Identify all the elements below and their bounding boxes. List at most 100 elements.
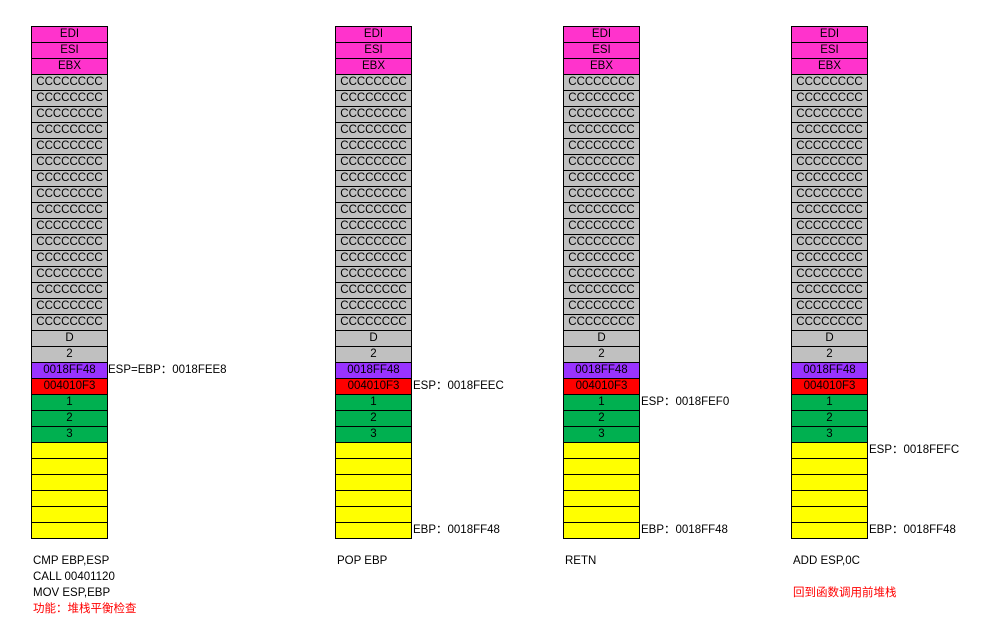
- stack-cell-local: CCCCCCCC: [792, 75, 867, 91]
- stack-cell-local: CCCCCCCC: [32, 187, 107, 203]
- stack-cell-empty: [32, 491, 107, 507]
- stack-cell-empty: [564, 491, 639, 507]
- stack-cell-local: CCCCCCCC: [792, 171, 867, 187]
- stack-cell-local: CCCCCCCC: [32, 267, 107, 283]
- stack-column: EDI ESI EBX CCCCCCCC CCCCCCCC CCCCCCCC CCCCCCC…: [31, 26, 108, 539]
- stack-cell-old-ebp: 0018FF48: [564, 363, 639, 379]
- stack-cell-old-ebp: 0018FF48: [336, 363, 411, 379]
- stack-cell-local: CCCCCCCC: [336, 203, 411, 219]
- stack-cell-edi: EDI: [792, 27, 867, 43]
- stack-cell-local: CCCCCCCC: [792, 299, 867, 315]
- stack-cell-esi: ESI: [32, 43, 107, 59]
- stack-cell-empty: [564, 507, 639, 523]
- stack-cell-local: CCCCCCCC: [336, 299, 411, 315]
- esp-pointer-label: ESP：0018FEEC: [413, 380, 504, 392]
- instruction-block: POP EBP: [337, 553, 387, 569]
- stack-cell-local: CCCCCCCC: [336, 187, 411, 203]
- stack-cell-empty: [336, 507, 411, 523]
- stack-cell-empty: [336, 523, 411, 539]
- stack-cell-local: CCCCCCCC: [336, 235, 411, 251]
- stack-cell-arg-3: 3: [32, 427, 107, 443]
- stack-cell-old-ebp: 0018FF48: [32, 363, 107, 379]
- esp-pointer-label: ESP：0018FEF0: [641, 396, 730, 408]
- stack-cell-old-ebp: 0018FF48: [792, 363, 867, 379]
- function-note: 功能：堆栈平衡检查: [33, 603, 137, 615]
- stack-cell-local: CCCCCCCC: [336, 171, 411, 187]
- stack-cell-local: CCCCCCCC: [792, 91, 867, 107]
- stack-cell-arg-3: 3: [792, 427, 867, 443]
- stack-cell-return-address: 004010F3: [32, 379, 107, 395]
- stack-cell-local: CCCCCCCC: [564, 75, 639, 91]
- stack-cell-local: CCCCCCCC: [564, 171, 639, 187]
- stack-cell-local: CCCCCCCC: [792, 283, 867, 299]
- stack-cell-edi: EDI: [564, 27, 639, 43]
- stack-cell-return-address: 004010F3: [564, 379, 639, 395]
- stack-cell-local: CCCCCCCC: [792, 267, 867, 283]
- stack-cell-arg-2: 2: [792, 411, 867, 427]
- stack-cell-ebx: EBX: [32, 59, 107, 75]
- stack-cell-local: CCCCCCCC: [792, 315, 867, 331]
- stack-cell-local: CCCCCCCC: [32, 107, 107, 123]
- stack-cell-local-2: 2: [32, 347, 107, 363]
- stack-cell-local: CCCCCCCC: [564, 187, 639, 203]
- stack-cell-local: CCCCCCCC: [32, 75, 107, 91]
- stack-cell-local: CCCCCCCC: [336, 315, 411, 331]
- stack-cell-local: CCCCCCCC: [336, 75, 411, 91]
- stack-cell-local: CCCCCCCC: [336, 107, 411, 123]
- stack-cell-local: CCCCCCCC: [336, 219, 411, 235]
- stack-cell-arg-3: 3: [564, 427, 639, 443]
- stack-cell-local: CCCCCCCC: [564, 139, 639, 155]
- stack-cell-arg-1: 1: [792, 395, 867, 411]
- stack-cell-empty: [336, 491, 411, 507]
- stack-cell-local: CCCCCCCC: [32, 315, 107, 331]
- stack-cell-local: CCCCCCCC: [564, 107, 639, 123]
- stack-cell-ebx: EBX: [564, 59, 639, 75]
- instruction-block: RETN: [565, 553, 596, 569]
- instruction-line: POP EBP: [337, 555, 388, 567]
- esp-pointer-label: ESP=EBP：0018FEE8: [108, 364, 227, 376]
- instruction-line: MOV ESP,EBP: [33, 587, 111, 599]
- stack-cell-arg-1: 1: [564, 395, 639, 411]
- stack-cell-empty: [564, 459, 639, 475]
- instruction-line: CMP EBP,ESP: [33, 555, 110, 567]
- function-note: 回到函数调用前堆栈: [793, 587, 897, 599]
- stack-cell-local: CCCCCCCC: [792, 155, 867, 171]
- stack-cell-local: CCCCCCCC: [32, 299, 107, 315]
- stack-cell-arg-1: 1: [32, 395, 107, 411]
- stack-cell-local: CCCCCCCC: [336, 283, 411, 299]
- instruction-block: CMP EBP,ESP CALL 00401120 MOV ESP,EBP 功能：堆栈…: [33, 553, 137, 617]
- stack-cell-local: CCCCCCCC: [336, 155, 411, 171]
- stack-cell-arg-2: 2: [564, 411, 639, 427]
- stack-cell-local: CCCCCCCC: [792, 123, 867, 139]
- esp-pointer-label: ESP：0018FEFC: [869, 444, 960, 456]
- stack-cell-local: CCCCCCCC: [336, 123, 411, 139]
- stack-cell-local: CCCCCCCC: [32, 123, 107, 139]
- instruction-line: CALL 00401120: [33, 571, 115, 583]
- stack-cell-local: CCCCCCCC: [792, 235, 867, 251]
- stack-cell-local-2: 2: [336, 347, 411, 363]
- ebp-pointer-label: EBP：0018FF48: [869, 524, 956, 536]
- stack-column: EDI ESI EBX CCCCCCCC CCCCCCCC CCCCCCCC CCCCCCC…: [335, 26, 412, 539]
- stack-cell-local-2: 2: [792, 347, 867, 363]
- stack-cell-empty: [32, 523, 107, 539]
- stack-cell-local: CCCCCCCC: [336, 91, 411, 107]
- stack-cell-local-d: D: [336, 331, 411, 347]
- stack-cell-empty: [336, 475, 411, 491]
- stack-cell-edi: EDI: [336, 27, 411, 43]
- stack-column: EDI ESI EBX CCCCCCCC CCCCCCCC CCCCCCCC CCCCCCC…: [563, 26, 640, 539]
- stack-cell-local: CCCCCCCC: [792, 251, 867, 267]
- stack-cell-empty: [336, 459, 411, 475]
- stack-cell-local-d: D: [564, 331, 639, 347]
- stack-cell-empty: [792, 491, 867, 507]
- stack-cell-arg-3: 3: [336, 427, 411, 443]
- stack-cell-arg-2: 2: [336, 411, 411, 427]
- stack-cell-empty: [32, 475, 107, 491]
- stack-cell-local: CCCCCCCC: [792, 139, 867, 155]
- stack-cell-local: CCCCCCCC: [564, 299, 639, 315]
- stack-cell-empty: [32, 443, 107, 459]
- stack-cell-esi: ESI: [792, 43, 867, 59]
- stack-cell-empty: [792, 523, 867, 539]
- stack-cell-local: CCCCCCCC: [564, 219, 639, 235]
- stack-cell-local: CCCCCCCC: [336, 267, 411, 283]
- stack-cell-local: CCCCCCCC: [564, 251, 639, 267]
